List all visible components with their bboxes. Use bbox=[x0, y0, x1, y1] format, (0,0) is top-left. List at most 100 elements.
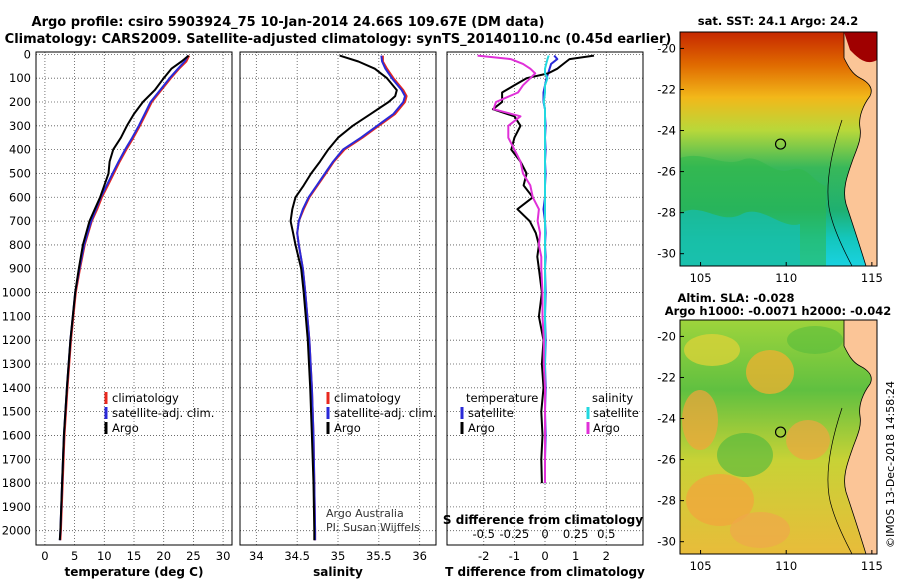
panel-temperature: 0 5 10 15 20 25 30 temperature (deg C) bbox=[35, 51, 233, 579]
map-x-tick-label: 110 bbox=[775, 559, 797, 573]
sla-isobath bbox=[827, 407, 853, 554]
legend-label-s-argo: Argo bbox=[593, 421, 620, 435]
map-y-tick-label: -24 bbox=[657, 124, 676, 138]
sla-map-axes: 105 110 115 -20 -22 -24 -26 -28 -30 bbox=[657, 319, 883, 573]
map-y-tick-label: -22 bbox=[657, 370, 676, 384]
x-tick-label: 15 bbox=[127, 549, 142, 563]
legend-label-argo: Argo bbox=[334, 421, 361, 435]
s-diff-tick-label: -0.5 bbox=[473, 527, 495, 541]
x-tick-label: 36 bbox=[412, 549, 427, 563]
depth-tick-label: 900 bbox=[9, 262, 31, 276]
s-diff-axis-label: S difference from climatology bbox=[443, 513, 643, 527]
depth-axis: 0 100 200 300 400 500 600 700 800 900 1000 1100 1200… bbox=[2, 47, 31, 537]
x-tick-label: 5 bbox=[71, 549, 78, 563]
series-temperature-argo bbox=[491, 54, 595, 484]
depth-tick-label: 400 bbox=[9, 143, 31, 157]
depth-tick-label: 1900 bbox=[2, 500, 31, 514]
sla-high-patch bbox=[730, 512, 790, 548]
depth-tick-label: 1200 bbox=[2, 333, 31, 347]
map-x-tick-label: 110 bbox=[775, 271, 797, 285]
sla-high-patch bbox=[682, 390, 718, 450]
depth-tick-label: 1100 bbox=[2, 309, 31, 323]
s-diff-tick-label: 0.5 bbox=[597, 527, 615, 541]
sla-map: Altim. SLA: -0.028 Argo h1000: -0.0071 h… bbox=[657, 291, 891, 573]
depth-tick-label: 0 bbox=[24, 47, 31, 61]
sla-high-patch bbox=[746, 350, 794, 394]
depth-tick-label: 2000 bbox=[2, 524, 31, 538]
sla-australia-land bbox=[843, 320, 877, 554]
map-y-tick-label: -22 bbox=[657, 82, 676, 96]
depth-tick-label: 1300 bbox=[2, 357, 31, 371]
depth-tick-label: 1700 bbox=[2, 452, 31, 466]
map-y-tick-label: -26 bbox=[657, 453, 676, 467]
depth-tick-label: 300 bbox=[9, 119, 31, 133]
legend-label-climatology: climatology bbox=[112, 391, 179, 405]
map-y-tick-label: -20 bbox=[657, 329, 676, 343]
sst-map-axes: 105 110 115 -20 -22 -24 -26 -28 -30 bbox=[657, 31, 883, 285]
depth-tick-label: 1800 bbox=[2, 476, 31, 490]
x-tick-label: 35 bbox=[331, 549, 346, 563]
x-tick-label: 25 bbox=[186, 549, 201, 563]
sst-cold-patch bbox=[680, 209, 800, 266]
sla-map-title: Altim. SLA: -0.028 bbox=[677, 291, 794, 305]
depth-tick-label: 700 bbox=[9, 214, 31, 228]
sla-high-patch bbox=[686, 474, 754, 526]
series-salinity-argo bbox=[477, 54, 546, 484]
sst-map-title: sat. SST: 24.1 Argo: 24.2 bbox=[698, 14, 858, 28]
s-diff-tick-label: -0.25 bbox=[499, 527, 529, 541]
map-x-tick-label: 115 bbox=[861, 559, 883, 573]
s-diff-tick-label: 0.25 bbox=[563, 527, 589, 541]
sla-low-patch bbox=[717, 433, 773, 477]
sla-map-subtitle: Argo h1000: -0.0071 h2000: -0.042 bbox=[665, 304, 892, 318]
map-x-tick-label: 105 bbox=[690, 559, 712, 573]
depth-tick-label: 1500 bbox=[2, 405, 31, 419]
depth-tick-label: 200 bbox=[9, 95, 31, 109]
x-tick-label: 34.5 bbox=[284, 549, 310, 563]
series-satellite-adj-clim- bbox=[296, 55, 406, 541]
legend-label-argo: Argo bbox=[112, 421, 139, 435]
map-y-tick-label: -28 bbox=[657, 494, 676, 508]
series-argo bbox=[58, 54, 190, 541]
map-y-tick-label: -20 bbox=[657, 41, 676, 55]
legend-label-climatology: climatology bbox=[334, 391, 401, 405]
panel-frame bbox=[239, 51, 437, 546]
sst-isobath bbox=[827, 119, 853, 266]
sla-low-patch bbox=[787, 326, 843, 354]
map-y-tick-label: -24 bbox=[657, 412, 676, 426]
sst-warm-patch bbox=[844, 32, 877, 63]
s-diff-tick-label: 0 bbox=[541, 527, 548, 541]
depth-tick-label: 1600 bbox=[2, 428, 31, 442]
x-tick-label: -1 bbox=[509, 549, 520, 563]
series-satellite-adj-clim- bbox=[58, 55, 189, 541]
map-x-tick-label: 115 bbox=[861, 271, 883, 285]
credit-argo-australia: Argo Australia bbox=[326, 507, 404, 520]
imos-credit: ©IMOS 13-Dec-2018 14:58:24 bbox=[884, 381, 897, 548]
legend-header-salinity: salinity bbox=[592, 391, 633, 405]
sst-map: sat. SST: 24.1 Argo: 24.2 105 110 115 -20 -2… bbox=[657, 14, 883, 285]
legend-label-s-satellite: satellite bbox=[593, 406, 639, 420]
depth-tick-label: 100 bbox=[9, 71, 31, 85]
figure-title-line1: Argo profile: csiro 5903924_75 10-Jan-20… bbox=[32, 15, 545, 30]
depth-tick-label: 500 bbox=[9, 166, 31, 180]
sla-high-patch bbox=[786, 420, 830, 460]
series-argo bbox=[289, 54, 398, 541]
map-frame bbox=[679, 31, 878, 267]
panel-frame bbox=[446, 51, 644, 546]
x-axis-label: T difference from climatology bbox=[445, 565, 645, 579]
profile-location-marker bbox=[774, 138, 787, 150]
x-tick-label: 1 bbox=[572, 549, 579, 563]
map-x-tick-label: 105 bbox=[690, 271, 712, 285]
depth-tick-label: 1400 bbox=[2, 381, 31, 395]
x-tick-label: 10 bbox=[97, 549, 112, 563]
series-salinity-satellite bbox=[542, 55, 550, 484]
x-tick-label: 2 bbox=[603, 549, 610, 563]
x-tick-label: 30 bbox=[216, 549, 231, 563]
panel-difference: -2 -1 0 1 2 T difference from climatology S di… bbox=[443, 51, 645, 579]
temperature-legend: climatology satellite-adj. clim. Argo bbox=[104, 391, 214, 435]
panel-salinity: 34 34.5 35 35.5 36 salinity bbox=[239, 51, 437, 579]
difference-legend: temperature satellite Argo salinity sate… bbox=[460, 391, 639, 435]
x-tick-label: -2 bbox=[478, 549, 489, 563]
